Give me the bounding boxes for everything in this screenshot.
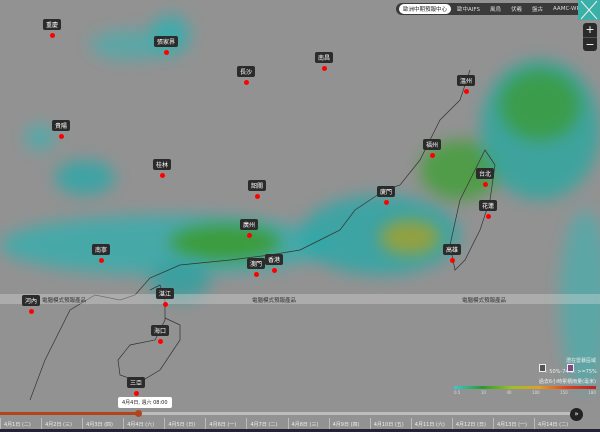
tab-fuxi[interactable]: 伏羲 [510,7,522,13]
city-marker[interactable]: 湛江 [155,281,175,307]
day-tick[interactable]: 4月4日 (六) [123,418,164,429]
city-marker[interactable]: 花蓮 [478,193,498,219]
fast-forward-icon: » [574,410,579,418]
thunder-low-icon [539,364,546,372]
city-marker[interactable]: 南昌 [314,45,334,71]
city-marker[interactable]: 南寧 [91,237,111,263]
timeline: 4月1日 (二) 4月2日 (三) 4月3日 (四) 4月4日 (六) 4月5日 (日)… [0,405,600,432]
zoom-control: + − [583,23,597,51]
tick: 180 [588,390,596,395]
city-marker[interactable]: 溫州 [456,68,476,94]
city-marker[interactable]: 台北 [475,161,495,187]
tab-fengwu[interactable]: 風烏 [489,7,501,13]
legend-high-label: : >=75% [574,369,597,375]
legend: 潛在雷暴區域 : 50%-74% : >=75% 過去6小時累積雨量(毫米) 0… [450,355,598,395]
rain-scale-bar [454,386,596,389]
city-marker[interactable]: 海口 [150,318,170,344]
city-marker[interactable]: 福州 [422,132,442,158]
tick: 0.5 [454,390,461,395]
legend-title: 潛在雷暴區域 [565,358,596,364]
tick: 10 [480,390,486,395]
day-tick[interactable]: 4月12日 (日) [451,418,493,429]
city-marker[interactable]: 三亞 [126,370,146,396]
model-tabs: 歐洲中期預報中心 歐中AIFS 風烏 伏羲 盤古 AAMC-WRF [396,3,591,15]
tab-pangu[interactable]: 盤古 [532,7,544,13]
day-tick[interactable]: 4月9日 (四) [328,418,370,429]
city-marker[interactable]: 廈門 [376,179,396,205]
legend-scale-title: 過去6小時累積雨量(毫米) [538,379,596,385]
zoom-in-button[interactable]: + [585,23,595,36]
tick: 100 [532,390,540,395]
city-marker[interactable]: 重慶 [42,12,62,38]
city-marker[interactable]: 澳門 [246,251,266,277]
model-product-band [0,294,600,304]
day-tick[interactable]: 4月8日 (三) [287,418,329,429]
city-marker[interactable]: 長沙 [236,59,256,85]
day-tick[interactable]: 4月7日 (二) [246,418,287,429]
zoom-out-button[interactable]: − [583,37,597,51]
timeline-track[interactable] [0,412,575,415]
city-marker[interactable]: 韶關 [247,173,267,199]
city-marker[interactable]: 高雄 [442,237,462,263]
day-tick[interactable]: 4月6日 (一) [205,418,246,429]
close-button[interactable] [578,0,600,20]
day-tick[interactable]: 4月1日 (二) [0,418,41,429]
thunder-high-icon [567,364,574,372]
fast-forward-button[interactable]: » [570,408,583,421]
band-label: 電腦模式預報產品 [252,298,297,304]
city-marker[interactable]: 桂林 [152,152,172,178]
city-marker[interactable]: 香港 [264,247,284,273]
tick: 40 [506,390,512,395]
day-tick[interactable]: 4月5日 (日) [164,418,205,429]
city-marker[interactable]: 廣州 [239,212,259,238]
tick: 150 [560,390,568,395]
tab-aamc-wrf[interactable]: AAMC-WRF [553,6,584,12]
legend-low-label: : 50%-74% [546,369,574,375]
close-icon [580,0,598,20]
scale-ticks: 0.5 10 40 100 150 180 [454,390,596,395]
city-marker[interactable]: 河內 [21,288,41,314]
tab-ecmwf[interactable]: 歐洲中期預報中心 [399,4,452,14]
tab-aifs[interactable]: 歐中AIFS [457,7,480,13]
day-tick[interactable]: 4月14日 (二) [534,418,575,429]
day-tick[interactable]: 4月11日 (六) [410,418,452,429]
bottom-bar [0,429,600,432]
city-marker[interactable]: 張家界 [153,29,179,55]
timeline-handle[interactable] [135,410,142,417]
day-tick[interactable]: 4月13日 (一) [492,418,534,429]
time-tooltip: 4月4日, 週六 08:00 [118,397,172,408]
band-label: 電腦模式預報產品 [42,298,87,304]
timeline-progress [0,412,138,415]
day-tick[interactable]: 4月10日 (五) [369,418,411,429]
day-list: 4月1日 (二) 4月2日 (三) 4月3日 (四) 4月4日 (六) 4月5日 (日)… [0,418,575,429]
city-marker[interactable]: 貴陽 [51,113,71,139]
day-tick[interactable]: 4月2日 (三) [41,418,82,429]
band-label: 電腦模式預報產品 [462,298,507,304]
day-tick[interactable]: 4月3日 (四) [82,418,123,429]
